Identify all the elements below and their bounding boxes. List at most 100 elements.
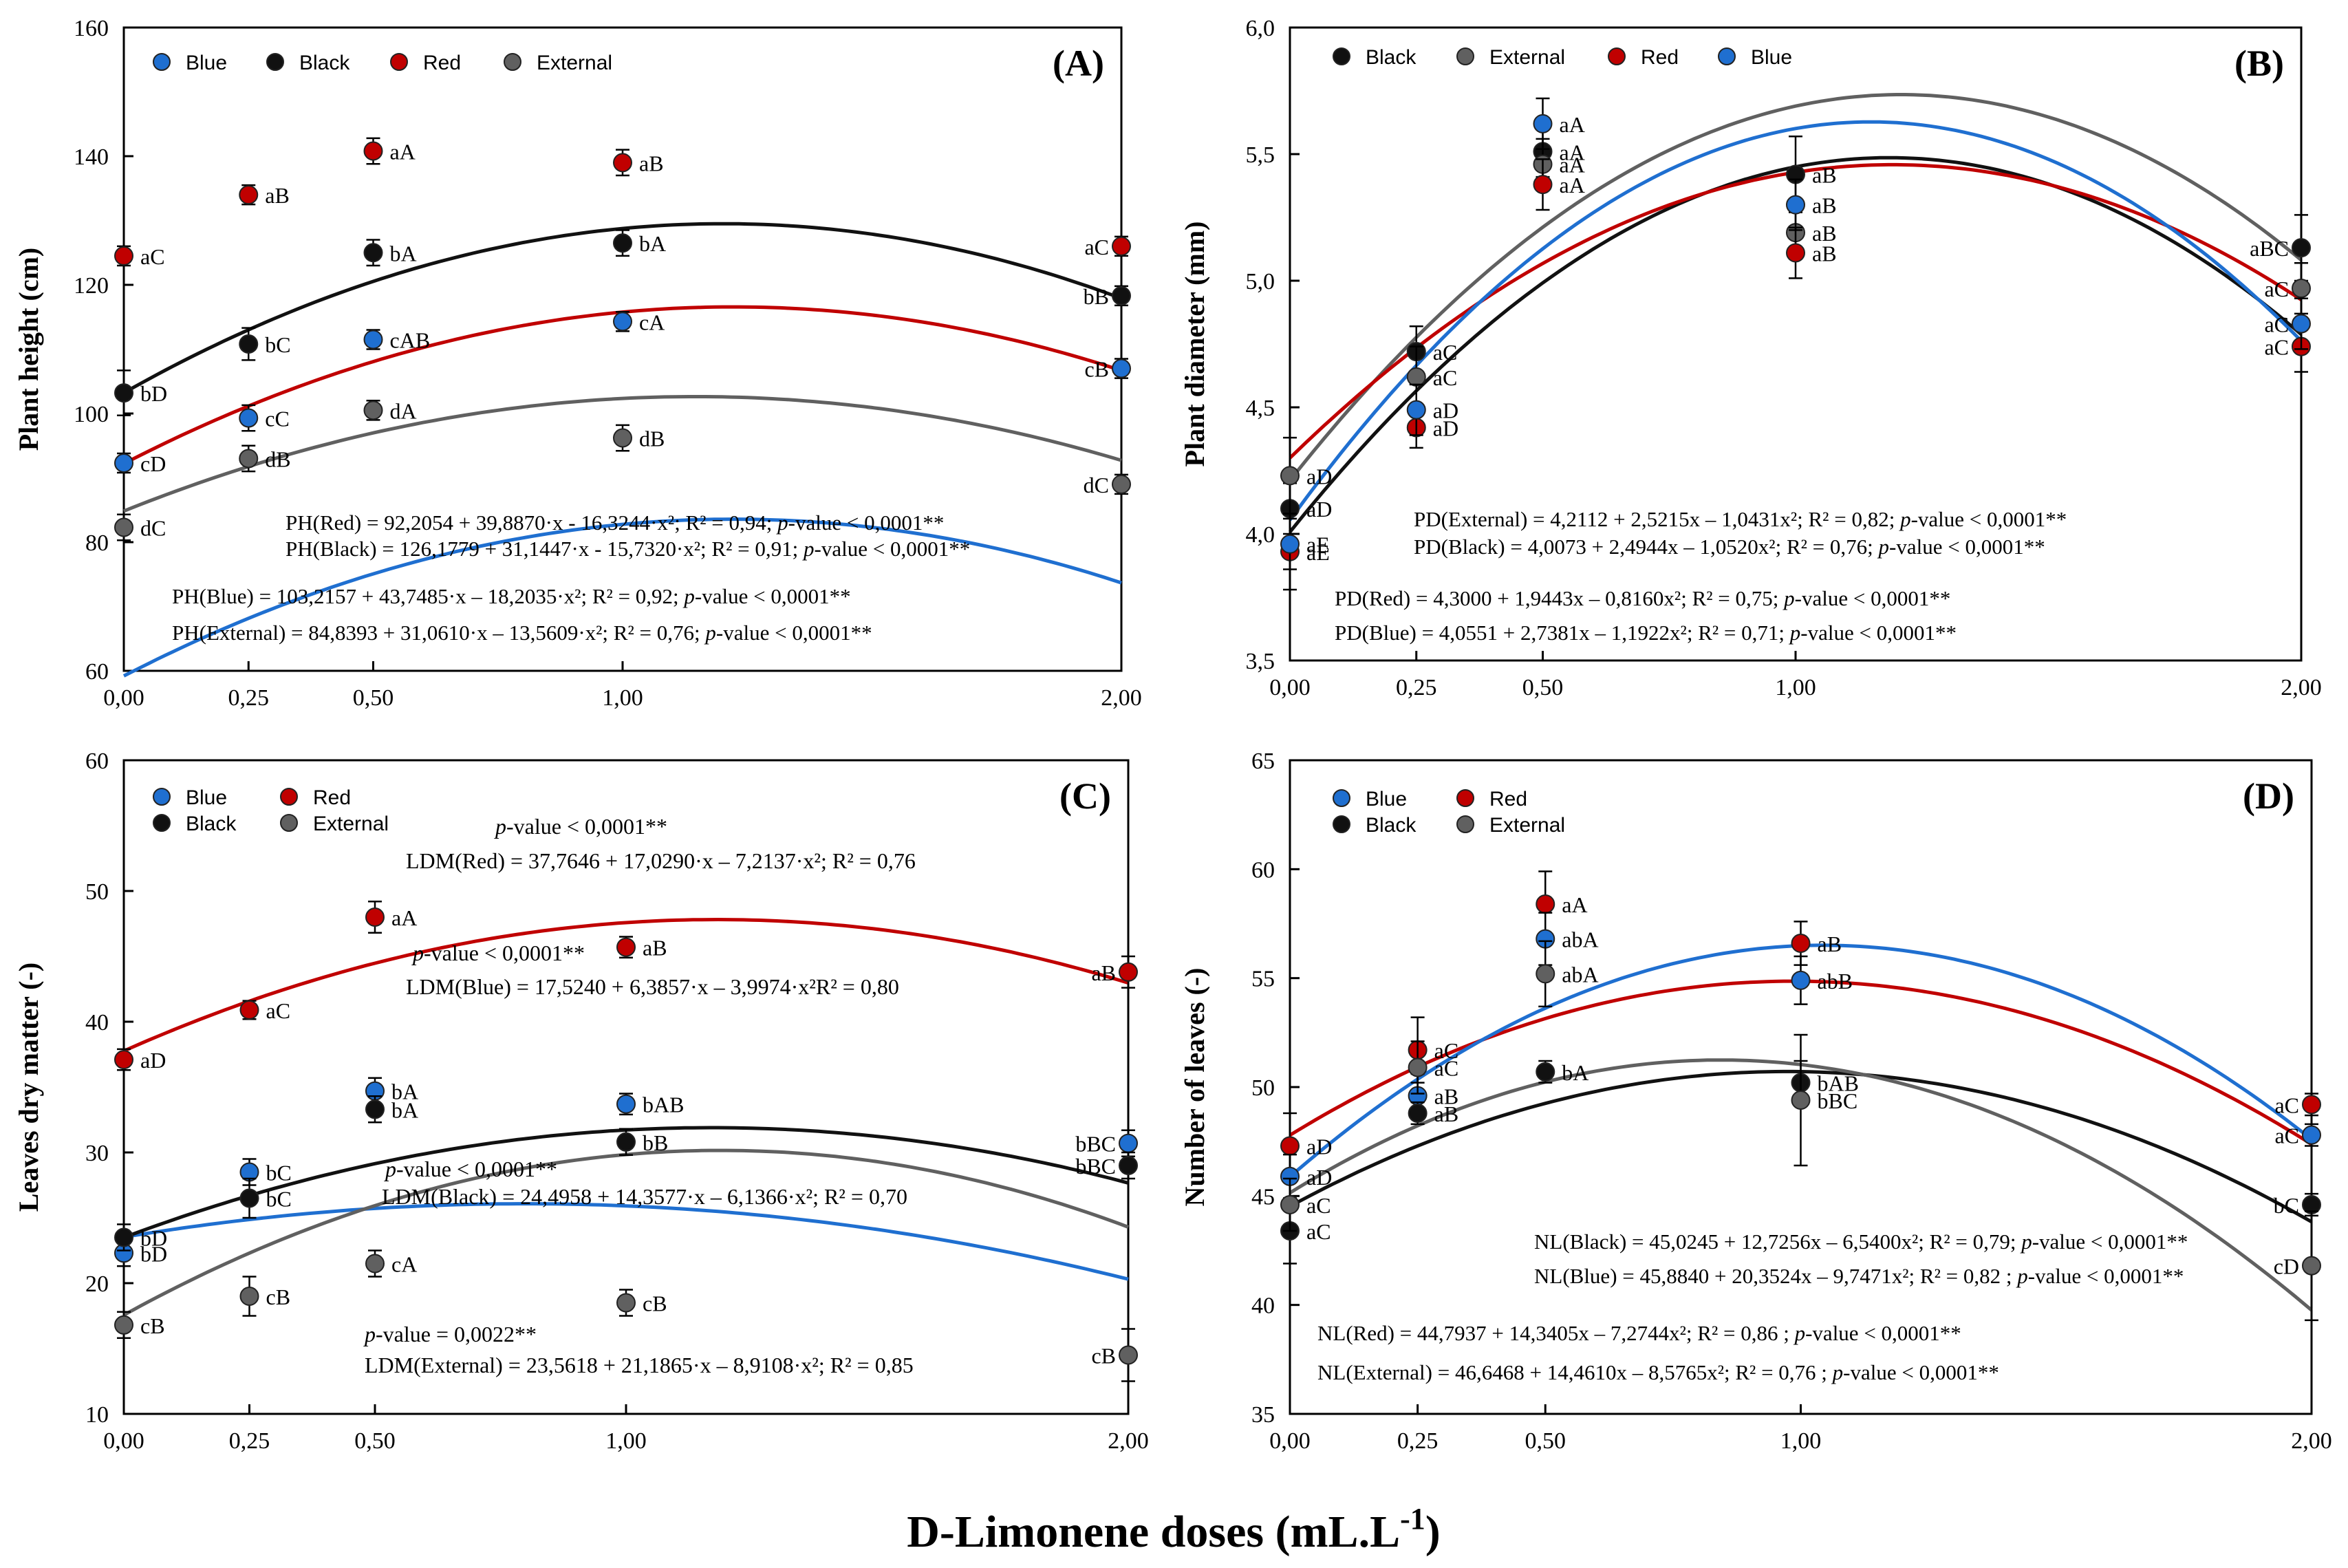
panel-d-ytick-label: 50 <box>1251 1075 1275 1101</box>
pvalue-text: -value < 0,0001** <box>1805 1321 1961 1345</box>
panel-b-ylabel: Plant diameter (mm) <box>1179 222 1210 467</box>
panel-b-legend-label: Black <box>1366 46 1417 69</box>
panel-b-point-label: aB <box>1812 241 1837 266</box>
pvalue-text: -value < 0,0001** <box>1911 507 2067 531</box>
figure-xlabel-main: D-Limonene doses (mL.L <box>907 1507 1400 1557</box>
panel-c-xtick-label: 0,25 <box>229 1428 270 1454</box>
panel-a-point-label: cB <box>1084 357 1109 382</box>
panel-d-point-blue <box>2302 1125 2321 1145</box>
panel-d-point-label: aD <box>1306 1135 1332 1159</box>
panel-d-xtick-label: 0,00 <box>1269 1428 1311 1454</box>
panel-c-pvalue: p-value = 0,0022** <box>363 1322 537 1346</box>
equation-body: PD(Red) = 4,3000 + 1,9443x – 0,8160x²; R… <box>1335 586 1784 610</box>
panel-d-point-external <box>1280 1195 1300 1214</box>
panel-b-legend-label: Blue <box>1751 46 1792 69</box>
panel-a-legend-marker <box>266 53 284 71</box>
panel-d-point-label: aC <box>1306 1219 1331 1244</box>
panel-d-point-red <box>1791 934 1811 953</box>
panel-d-point-red <box>1280 1136 1300 1156</box>
panel-d-point-external <box>2302 1256 2321 1276</box>
pvalue-text: -value < 0,0001** <box>815 537 971 561</box>
panel-d-label: (D) <box>2243 775 2294 817</box>
panel-a-legend-marker <box>504 53 521 71</box>
panel-c-point-black <box>365 1099 385 1119</box>
panel-b-equation: PD(External) = 4,2112 + 2,5215x – 1,0431… <box>1414 507 2067 531</box>
panel-a-legend-label: Black <box>299 52 350 74</box>
panel-c-point-red <box>1119 962 1138 982</box>
panel-b-point-red <box>1786 243 1805 263</box>
panel-a-xtick-label: 1,00 <box>602 685 643 711</box>
panel-d-point-label: abA <box>1562 927 1598 952</box>
panel-a-curve-external <box>123 395 1122 513</box>
panel-a-point-label: cC <box>265 407 290 431</box>
pvalue-text: -value < 0,0001** <box>788 511 945 535</box>
panel-b-point-label: aB <box>1812 162 1837 187</box>
panel-d-point-label: aC <box>1434 1056 1459 1081</box>
panel-a-ytick-label: 100 <box>74 402 109 427</box>
panel-c-point-label: cB <box>1091 1344 1116 1368</box>
pvalue-text: -value < 0,0001** <box>424 941 585 965</box>
pvalue-p: p <box>704 621 716 645</box>
panel-a-point-black <box>239 334 259 354</box>
panel-d-equation: NL(Blue) = 45,8840 + 20,3524x – 9,7471x²… <box>1534 1264 2184 1288</box>
figure-xlabel-end: ) <box>1425 1507 1441 1557</box>
panel-a-point-external <box>114 517 133 537</box>
panel-d-point-label: aC <box>1306 1193 1331 1218</box>
panel-a-point-external <box>363 400 383 420</box>
panel-b-curve-blue <box>1288 120 2303 522</box>
panel-d-point-label: aD <box>1306 1165 1332 1190</box>
panel-a-xtick-label: 0,50 <box>353 685 394 711</box>
panel-c-point-external <box>365 1254 385 1274</box>
panel-d-point-label: abB <box>1818 969 1853 994</box>
panel-d-point-label: cD <box>2274 1254 2299 1279</box>
panel-d-point-label: aC <box>2274 1124 2299 1148</box>
panel-a-point-blue <box>1112 358 1131 378</box>
panel-a-point-label: dB <box>639 427 665 451</box>
panel-a-point-label: aA <box>390 140 416 164</box>
panel-a-point-external <box>1112 474 1131 494</box>
panel-a-point-label: aB <box>265 183 290 208</box>
panel-a-ytick-label: 120 <box>74 273 109 299</box>
panel-a-point-label: dB <box>265 447 290 471</box>
panel-d-legend-label: External <box>1489 814 1565 837</box>
panel-c-point-label: aC <box>266 998 291 1023</box>
panel-a-point-label: aB <box>639 151 664 175</box>
panel-d-xtick-label: 1,00 <box>1780 1428 1822 1454</box>
panel-c-ytick-label: 60 <box>85 749 109 774</box>
pvalue-text: -value < 0,0001** <box>695 584 851 608</box>
panel-d-legend-marker <box>1456 789 1474 807</box>
equation-body: NL(Blue) = 45,8840 + 20,3524x – 9,7471x²… <box>1534 1264 2017 1288</box>
panel-c-point-label: aB <box>643 936 667 960</box>
panel-a-point-black <box>613 233 632 253</box>
panel-c-ytick-label: 20 <box>85 1271 109 1297</box>
panel-c-equation: LDM(Black) = 24,4958 + 14,3577·x – 6,136… <box>382 1184 907 1209</box>
panel-c-legend-marker <box>153 788 171 806</box>
panel-a-point-blue <box>114 453 133 473</box>
panel-d-xtick-label: 0,25 <box>1397 1428 1439 1454</box>
panel-a-curve-black <box>122 222 1122 395</box>
panel-b-point-external <box>1280 466 1300 486</box>
panel-c-point-label: aA <box>391 905 417 930</box>
panel-a-point-label: dA <box>390 398 417 423</box>
panel-b-legend-label: Red <box>1641 46 1679 69</box>
panel-b-point-label: aB <box>1812 193 1837 218</box>
panel-b-ytick-label: 5,5 <box>1246 142 1275 168</box>
panel-c-point-label: cB <box>140 1313 165 1338</box>
panel-d-point-external <box>1791 1091 1811 1110</box>
pvalue-text: -value < 0,0001** <box>1843 1360 1999 1384</box>
panel-c-ytick-label: 50 <box>85 879 109 905</box>
panel-d-point-red <box>1536 894 1555 914</box>
pvalue-text: -value < 0,0001** <box>506 814 667 839</box>
pvalue-text: -value < 0,0001** <box>1889 535 2045 559</box>
panel-c-legend-label: Black <box>186 813 237 835</box>
panel-a-equation: PH(Black) = 126,1779 + 31,1447·x - 15,73… <box>286 537 970 561</box>
panel-c-point-label: cB <box>266 1285 291 1309</box>
panel-c-point-label: bAB <box>643 1093 684 1117</box>
pvalue-p: p <box>1899 507 1911 531</box>
panel-c-point-label: bBC <box>1075 1154 1116 1179</box>
panel-d-xtick-label: 2,00 <box>2291 1428 2332 1454</box>
panel-b-point-label: aD <box>1433 416 1458 440</box>
panel-d-legend-marker <box>1333 815 1350 833</box>
panel-d-point-label: bC <box>2274 1193 2299 1218</box>
panel-d-point-label: aB <box>1434 1102 1459 1126</box>
